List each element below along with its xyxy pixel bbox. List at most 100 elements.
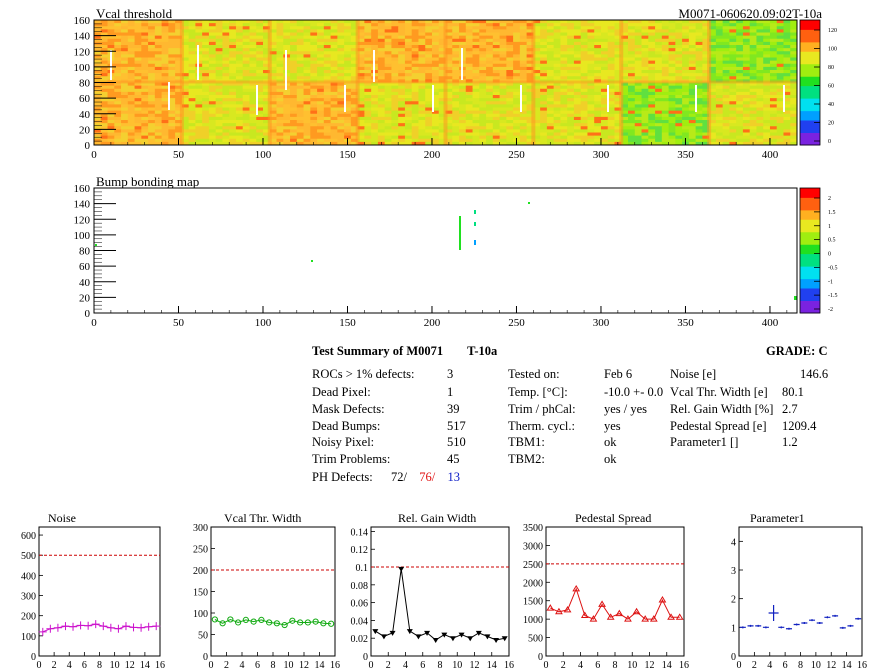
map-cell: [628, 141, 636, 145]
map-cell: [276, 70, 284, 74]
map-cell: [621, 57, 629, 62]
map-cell: [749, 57, 757, 62]
map-cell: [222, 104, 230, 108]
map-cell: [202, 45, 210, 49]
map-cell: [675, 76, 683, 80]
map-cell: [398, 138, 406, 143]
map-cell: [249, 32, 257, 37]
map-cell: [526, 120, 534, 124]
map-cell: [134, 132, 142, 137]
map-cell: [459, 120, 467, 124]
map-cell: [195, 82, 203, 87]
map-cell: [533, 88, 541, 93]
map-cell: [445, 101, 453, 105]
map-cell: [391, 88, 399, 93]
map-cell: [499, 104, 507, 108]
map-cell: [222, 101, 230, 105]
map-cell: [621, 129, 629, 133]
map-cell: [344, 82, 352, 87]
map-cell: [161, 91, 169, 96]
palette-band: [800, 38, 820, 43]
y-tick-label: 0.08: [351, 581, 369, 592]
map-cell: [769, 98, 778, 102]
map-cell: [431, 26, 440, 30]
map-cell: [675, 91, 683, 96]
map-cell: [127, 79, 135, 83]
map-cell: [479, 73, 487, 77]
map-cell: [492, 132, 500, 137]
map-cell: [661, 54, 669, 58]
map-cell: [634, 120, 642, 124]
map-cell: [614, 104, 622, 108]
map-cell: [776, 20, 784, 24]
data-point: [832, 614, 839, 617]
map-cell: [715, 45, 724, 49]
map-cell: [641, 45, 649, 49]
map-cell: [283, 32, 291, 37]
map-cell: [634, 141, 642, 145]
palette-band: [800, 222, 820, 226]
map-cell: [465, 41, 473, 46]
map-cell: [377, 66, 386, 71]
map-cell: [587, 116, 595, 121]
map-cell: [790, 135, 797, 140]
map2-frame: [93, 187, 798, 314]
map-cell: [384, 85, 392, 90]
map-cell: [377, 23, 386, 27]
map-cell: [404, 88, 413, 93]
map-cell: [641, 51, 649, 55]
map-cell: [479, 129, 487, 133]
map-cell: [742, 76, 751, 80]
map-cell: [756, 91, 764, 96]
map-cell: [276, 113, 284, 118]
map-cell: [682, 91, 690, 96]
map-cell: [513, 123, 521, 127]
map-cell: [323, 110, 331, 115]
map-cell: [452, 98, 460, 102]
map-cell: [391, 113, 399, 118]
map-cell: [215, 23, 223, 27]
map-cell: [303, 70, 311, 74]
map-cell: [722, 85, 730, 90]
map-cell: [580, 57, 588, 62]
map-cell: [688, 32, 697, 37]
map-cell: [350, 66, 359, 71]
map-cell: [431, 35, 440, 40]
map-cell: [472, 29, 480, 33]
map-cell: [756, 141, 764, 145]
map-cell: [161, 129, 169, 133]
map-cell: [168, 129, 176, 133]
map-cell: [303, 57, 311, 62]
map-cell: [452, 129, 460, 133]
map-cell: [114, 138, 122, 143]
map-cell: [648, 138, 656, 143]
palette-band: [800, 216, 820, 220]
map-cell: [364, 70, 372, 74]
map-cell: [344, 20, 352, 24]
data-point: [46, 624, 55, 633]
x-tick-label: 6: [783, 660, 788, 671]
map-cell: [641, 113, 649, 118]
data-point: [572, 584, 581, 592]
map-cell: [533, 51, 541, 55]
map-cell: [560, 141, 568, 145]
map-cell: [486, 95, 494, 99]
map-cell: [688, 26, 697, 30]
map-cell: [391, 73, 399, 77]
map-cell: [668, 73, 676, 77]
map-cell: [675, 63, 683, 68]
map-cell: [763, 132, 771, 137]
map-cell: [438, 51, 446, 55]
map-cell: [486, 48, 494, 52]
map-cell: [540, 48, 548, 52]
map-cell: [621, 107, 629, 112]
map-cell: [215, 107, 223, 112]
map-cell: [330, 41, 338, 46]
map-cell: [310, 70, 318, 74]
map-cell: [682, 76, 690, 80]
map-cell: [499, 38, 507, 43]
map-cell: [208, 104, 217, 108]
map-cell: [540, 135, 548, 140]
map-cell: [391, 66, 399, 71]
map-cell: [114, 141, 122, 145]
